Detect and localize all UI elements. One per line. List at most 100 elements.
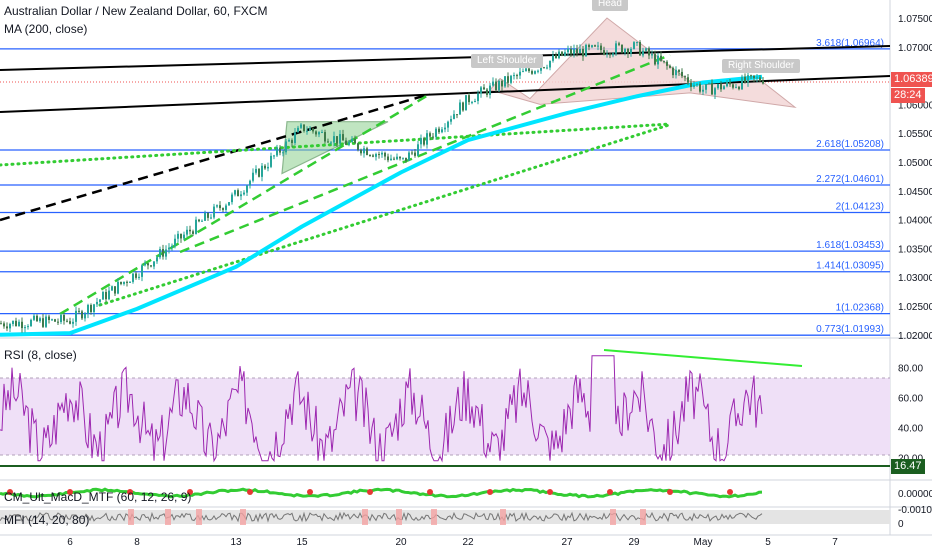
price-candle-body <box>363 148 365 154</box>
price-candle-body <box>714 88 716 95</box>
price-candle-body <box>744 76 746 83</box>
price-candle-body <box>501 80 503 87</box>
price-candle-body <box>255 168 257 173</box>
mfi-extreme-bar <box>500 509 506 525</box>
price-candle-body <box>525 68 527 72</box>
price-candle-body <box>303 124 305 132</box>
price-candle-body <box>189 229 191 232</box>
macd-legend: CM_Ult_MacD_MTF (60, 12, 26, 9) <box>4 490 192 504</box>
price-candle-body <box>267 166 269 169</box>
rsi-trend-line <box>603 349 803 367</box>
price-candle-body <box>138 276 140 278</box>
mfi-extreme-bar <box>128 509 134 525</box>
chart-title: Australian Dollar / New Zealand Dollar, … <box>4 4 268 18</box>
price-candle-body <box>210 217 212 219</box>
price-candle-body <box>579 48 581 54</box>
macd-cross-marker <box>427 489 433 495</box>
price-candle-body <box>306 130 308 132</box>
price-candle-body <box>732 84 734 88</box>
mfi-line <box>0 511 763 523</box>
price-candle-body <box>282 152 284 154</box>
mfi-extreme-bar <box>396 509 402 525</box>
macd-axis-tick: 0.00000 <box>898 489 932 500</box>
price-candle-body <box>549 60 551 68</box>
price-candle-body <box>588 44 590 48</box>
price-candle-body <box>729 82 731 85</box>
price-candle-body <box>618 43 620 45</box>
mfi-legend: MFI (14, 20, 80) <box>4 513 90 527</box>
price-candle-body <box>183 234 185 239</box>
price-candle-body <box>114 286 116 294</box>
price-candle-body <box>663 60 665 62</box>
price-candle-body <box>543 67 545 69</box>
price-candle-body <box>42 318 44 327</box>
price-candle-body <box>492 81 494 86</box>
mfi-extreme-bar <box>610 509 616 525</box>
price-candle-body <box>378 154 380 156</box>
price-candle-body <box>660 55 662 61</box>
price-candle-body <box>327 141 329 143</box>
mfi-extreme-bar <box>431 509 437 525</box>
macd-cross-marker <box>667 489 673 495</box>
price-candle-body <box>312 128 314 132</box>
price-candle-body <box>87 304 89 314</box>
price-candle-body <box>159 249 161 258</box>
price-candle-body <box>477 93 479 102</box>
price-candle-body <box>717 84 719 89</box>
price-candle-body <box>393 158 395 160</box>
time-axis-tick: 5 <box>765 537 771 548</box>
price-candle-body <box>198 219 200 222</box>
price-candle-body <box>465 95 467 111</box>
price-candle-body <box>285 141 287 153</box>
price-candle-body <box>99 299 101 302</box>
price-candle-body <box>648 48 650 56</box>
price-candle-body <box>570 48 572 55</box>
price-candle-body <box>513 75 515 77</box>
price-candle-body <box>174 238 176 246</box>
price-candle-body <box>609 53 611 56</box>
price-candle-body <box>27 326 29 328</box>
price-candle-body <box>36 315 38 322</box>
time-axis-tick: 13 <box>230 537 242 548</box>
green-dotted-line-2 <box>98 122 674 307</box>
price-candle-body <box>384 152 386 157</box>
price-candle-body <box>216 205 218 207</box>
price-candle-body <box>468 95 470 103</box>
price-candle-body <box>300 124 302 128</box>
pattern-label-left-shoulder: Left Shoulder <box>471 54 543 68</box>
price-candle-body <box>75 310 77 322</box>
price-candle-body <box>375 154 377 157</box>
price-candle-body <box>93 304 95 313</box>
price-candle-body <box>555 55 557 59</box>
price-candle-body <box>90 304 92 313</box>
price-candle-body <box>258 168 260 177</box>
price-candle-body <box>747 75 749 83</box>
price-candle-body <box>735 86 737 88</box>
price-candle-body <box>12 320 14 325</box>
price-candle-body <box>18 321 20 327</box>
price-candle-body <box>537 70 539 72</box>
price-candle-body <box>135 273 137 278</box>
price-candle-body <box>228 202 230 206</box>
fib-level-label: 1.618(1.03453) <box>816 240 884 251</box>
price-candle-body <box>261 165 263 177</box>
price-candle-body <box>675 69 677 76</box>
ma-200-line <box>0 74 763 337</box>
price-candle-body <box>399 156 401 159</box>
price-axis-tick: 1.03500 <box>898 244 932 255</box>
price-candle-body <box>315 131 317 135</box>
pattern-label-head: Head <box>592 0 628 11</box>
time-axis-tick: May <box>694 537 713 548</box>
price-candle-body <box>150 265 152 267</box>
price-candle-body <box>231 194 233 203</box>
price-candle-body <box>39 318 41 322</box>
price-candle-body <box>699 84 701 92</box>
price-candle-body <box>309 128 311 131</box>
price-candle-body <box>738 86 740 90</box>
price-candle-body <box>456 114 458 116</box>
price-candle-body <box>54 319 56 322</box>
price-candle-body <box>177 233 179 239</box>
price-candle-body <box>168 247 170 250</box>
